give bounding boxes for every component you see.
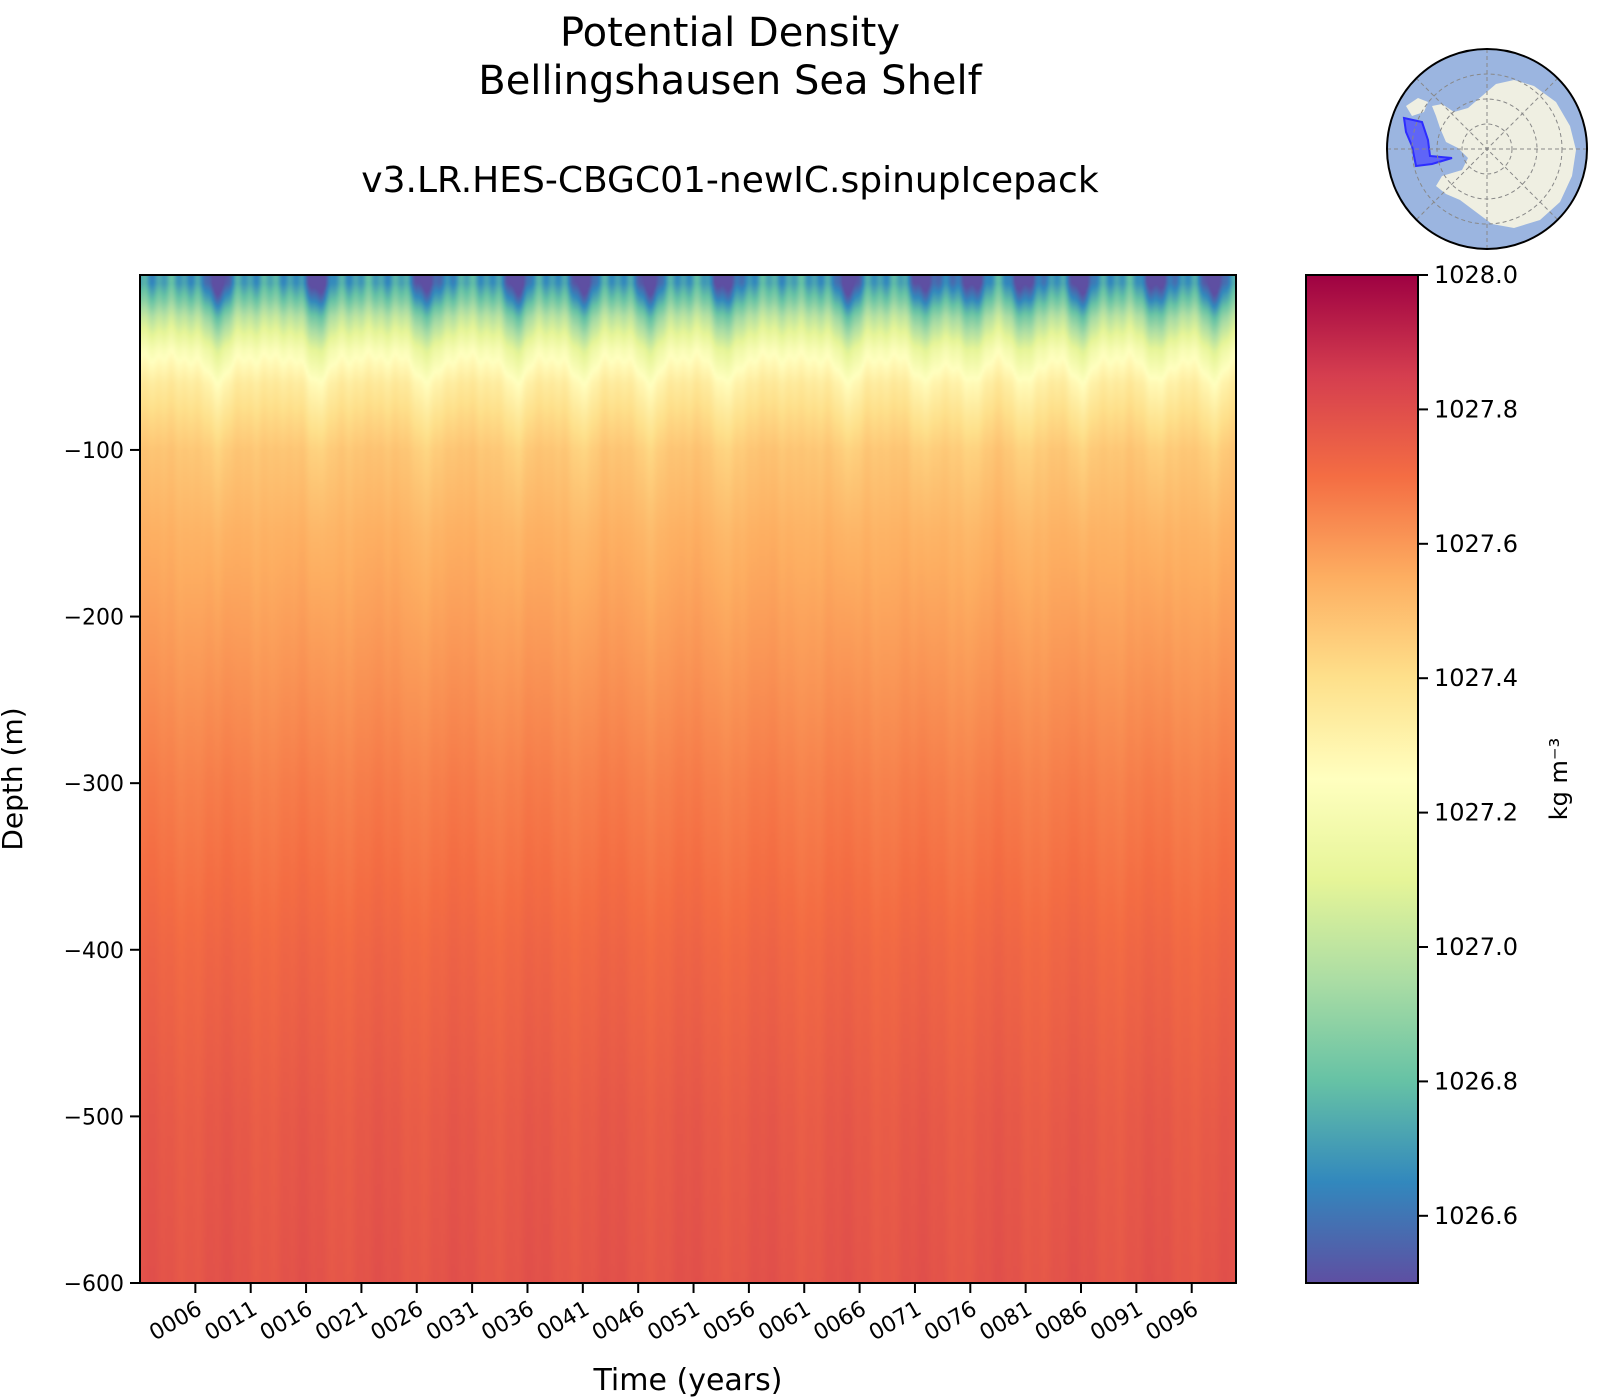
x-tick-label: 0081	[976, 1297, 1037, 1347]
y-tick-label: −200	[64, 606, 124, 631]
x-tick-label: 0041	[533, 1297, 594, 1347]
plot-frame	[139, 274, 1237, 1284]
colorbar-tick-label: 1027.4	[1434, 664, 1518, 692]
x-tick-label: 0021	[311, 1297, 372, 1347]
chart-subtitle: v3.LR.HES-CBGC01-newIC.spinupIcepack	[361, 160, 1099, 201]
y-tick-label: −500	[64, 1105, 124, 1130]
x-tick-label: 0016	[256, 1297, 317, 1347]
x-tick-label: 0026	[367, 1297, 428, 1347]
x-tick-label: 0051	[644, 1297, 705, 1347]
x-tick-label: 0096	[1142, 1297, 1203, 1347]
x-axis-label: Time (years)	[593, 1363, 783, 1398]
antarctica-region-map-icon	[1386, 48, 1588, 250]
x-tick-label: 0046	[588, 1297, 649, 1347]
chart-title-line-2: Bellingshausen Sea Shelf	[478, 58, 982, 104]
x-tick-label: 0006	[145, 1297, 206, 1347]
map-border	[1386, 48, 1588, 250]
x-tick-label: 0036	[477, 1297, 538, 1347]
colorbar-label: kg m⁻³	[1545, 738, 1573, 820]
heatmap-image	[140, 275, 1236, 1283]
x-tick-label: 0086	[1031, 1297, 1092, 1347]
y-tick-label: −300	[64, 772, 124, 797]
colorbar-tick-label: 1027.0	[1434, 933, 1518, 961]
colorbar-tick-label: 1026.8	[1434, 1067, 1518, 1095]
x-tick-label: 0031	[422, 1297, 483, 1347]
map-region-bellingshausen	[1402, 116, 1453, 168]
y-tick-label: −600	[64, 1272, 124, 1297]
colorbar-tick-label: 1027.6	[1434, 530, 1518, 558]
x-tick-label: 0011	[201, 1297, 262, 1347]
y-tick-label: −100	[64, 439, 124, 464]
colorbar-tick-label: 1026.6	[1434, 1202, 1518, 1230]
x-axis-ticks: 0006001100160021002600310036004100460051…	[145, 1283, 1203, 1347]
map-land-antarctica	[1432, 80, 1576, 228]
colorbar-tick-label: 1027.8	[1434, 395, 1518, 423]
y-tick-label: −400	[64, 939, 124, 964]
x-tick-label: 0091	[1086, 1297, 1147, 1347]
colorbar-tick-label: 1027.2	[1434, 799, 1518, 827]
x-tick-label: 0066	[810, 1297, 871, 1347]
y-axis-ticks: −100 −200 −300 −400 −500 −600	[64, 439, 140, 1297]
x-tick-label: 0076	[920, 1297, 981, 1347]
x-tick-label: 0061	[754, 1297, 815, 1347]
x-tick-label: 0071	[865, 1297, 926, 1347]
colorbar-ticks: 1026.6 1026.8 1027.0 1027.2 1027.4 1027.6 1027…	[1418, 261, 1518, 1230]
x-tick-label: 0056	[699, 1297, 760, 1347]
colorbar	[1305, 274, 1419, 1284]
y-axis-label: Depth (m)	[0, 707, 29, 850]
colorbar-tick-label: 1028.0	[1434, 261, 1518, 289]
chart-title-line-1: Potential Density	[559, 10, 901, 56]
